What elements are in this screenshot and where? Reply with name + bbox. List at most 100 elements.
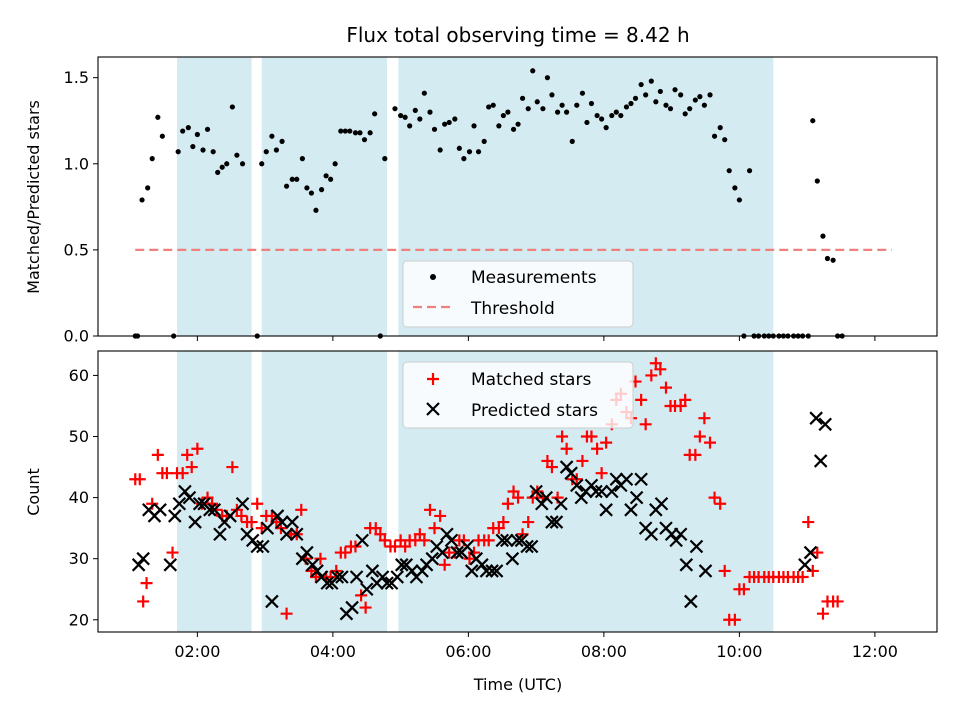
measurement-point-84 xyxy=(564,109,570,115)
predicted-point-18 xyxy=(235,496,250,511)
matched-point-1 xyxy=(133,473,146,486)
predicted-point-52 xyxy=(405,564,419,578)
measurement-point-104 xyxy=(663,102,669,108)
predicted-point-69 xyxy=(489,564,504,578)
predicted-point-73 xyxy=(510,533,524,548)
bottom-y-axis-label: Count xyxy=(24,468,43,516)
measurement-point-75 xyxy=(519,95,526,101)
measurement-point-78 xyxy=(534,99,540,105)
predicted-point-9 xyxy=(182,490,197,505)
predicted-point-79 xyxy=(539,490,554,505)
measurement-point-66 xyxy=(475,149,482,155)
matched-point-61 xyxy=(428,522,441,535)
measurement-point-89 xyxy=(588,100,595,107)
matched-point-50 xyxy=(374,528,387,541)
top-interval-0 xyxy=(177,57,252,336)
predicted-point-30 xyxy=(295,551,310,566)
matched-point-14 xyxy=(195,497,208,510)
matched-point-8 xyxy=(166,546,179,559)
measurement-point-137 xyxy=(824,255,831,262)
legend-x-mark xyxy=(426,402,440,416)
measurement-point-115 xyxy=(717,125,723,131)
predicted-point-22 xyxy=(256,539,270,554)
predicted-point-107 xyxy=(679,558,694,572)
predicted-point-82 xyxy=(554,496,568,511)
count-panel: 20 30 40 50 60 02:00 04:00 06:00 08:00 10:00 12:0… xyxy=(24,350,938,694)
measurement-point-38 xyxy=(332,161,338,167)
top-y-tick-label-1: 0.5 xyxy=(64,240,89,259)
predicted-point-86 xyxy=(574,490,589,505)
matched-point-93 xyxy=(585,430,598,443)
predicted-point-31 xyxy=(300,545,314,560)
top-legend: Measurements Threshold xyxy=(402,260,634,328)
measurement-point-135 xyxy=(814,178,820,184)
predicted-point-49 xyxy=(390,570,405,584)
predicted-point-40 xyxy=(345,600,359,615)
measurement-point-118 xyxy=(732,185,738,191)
measurement-point-101 xyxy=(648,78,654,84)
predicted-point-85 xyxy=(570,478,584,493)
predicted-point-11 xyxy=(192,496,207,511)
bot-y-tick-label-0: 20 xyxy=(69,610,89,629)
measurement-point-81 xyxy=(549,92,555,98)
measurement-point-21 xyxy=(239,161,246,167)
predicted-point-23 xyxy=(260,521,275,535)
measurement-point-29 xyxy=(289,176,295,182)
matched-point-20 xyxy=(226,461,239,474)
predicted-point-64 xyxy=(464,564,479,578)
measurement-point-107 xyxy=(678,92,684,98)
matched-point-55 xyxy=(399,540,412,553)
predicted-point-10 xyxy=(188,515,202,529)
measurement-point-76 xyxy=(525,106,531,112)
predicted-point-56 xyxy=(425,551,440,566)
top-y-tick-label-2: 1.0 xyxy=(64,154,89,173)
measurement-point-110 xyxy=(692,97,698,103)
measurement-point-67 xyxy=(481,138,487,144)
predicted-point-58 xyxy=(435,545,450,560)
matched-point-72 xyxy=(482,534,495,547)
measurement-point-100 xyxy=(643,92,649,98)
measurement-point-74 xyxy=(515,121,521,127)
predicted-point-106 xyxy=(673,527,688,542)
matched-point-80 xyxy=(522,516,535,529)
measurement-point-39 xyxy=(338,128,344,134)
measurement-point-44 xyxy=(361,137,368,143)
predicted-point-92 xyxy=(605,484,619,499)
matched-point-94 xyxy=(591,442,604,455)
predicted-point-93 xyxy=(609,472,624,487)
bot-y-tick-label-2: 40 xyxy=(69,488,89,507)
measurement-point-91 xyxy=(599,116,605,122)
matched-point-25 xyxy=(251,497,264,510)
matched-point-107 xyxy=(654,363,667,376)
predicted-point-41 xyxy=(349,570,364,584)
measurement-point-85 xyxy=(569,138,575,144)
measurement-point-108 xyxy=(682,111,688,117)
matched-point-51 xyxy=(378,534,391,547)
predicted-point-4 xyxy=(153,503,167,517)
predicted-point-83 xyxy=(559,460,574,474)
x-tick-label-2: 06:00 xyxy=(445,642,491,661)
measurement-point-88 xyxy=(584,119,590,126)
measurement-point-4 xyxy=(149,156,155,162)
matched-point-63 xyxy=(438,558,451,571)
predicted-point-8 xyxy=(178,484,192,499)
matched-point-13 xyxy=(191,442,204,455)
measurement-point-40 xyxy=(342,128,348,134)
matched-point-119 xyxy=(714,497,727,510)
measurement-point-24 xyxy=(263,149,269,155)
legend-threshold-label: Threshold xyxy=(470,299,555,319)
predicted-point-88 xyxy=(584,478,599,493)
measurement-point-69 xyxy=(490,102,496,108)
measurement-point-50 xyxy=(398,112,404,119)
predicted-point-76 xyxy=(524,539,539,554)
matched-point-76 xyxy=(501,497,514,510)
predicted-star-points xyxy=(131,411,832,621)
measurement-point-17 xyxy=(219,164,225,170)
matched-point-78 xyxy=(512,491,525,504)
measurement-point-49 xyxy=(392,106,398,112)
predicted-point-14 xyxy=(207,503,222,517)
predicted-point-63 xyxy=(460,539,475,554)
matched-point-108 xyxy=(659,381,672,394)
predicted-point-38 xyxy=(335,570,349,584)
measurement-point-35 xyxy=(318,187,325,193)
